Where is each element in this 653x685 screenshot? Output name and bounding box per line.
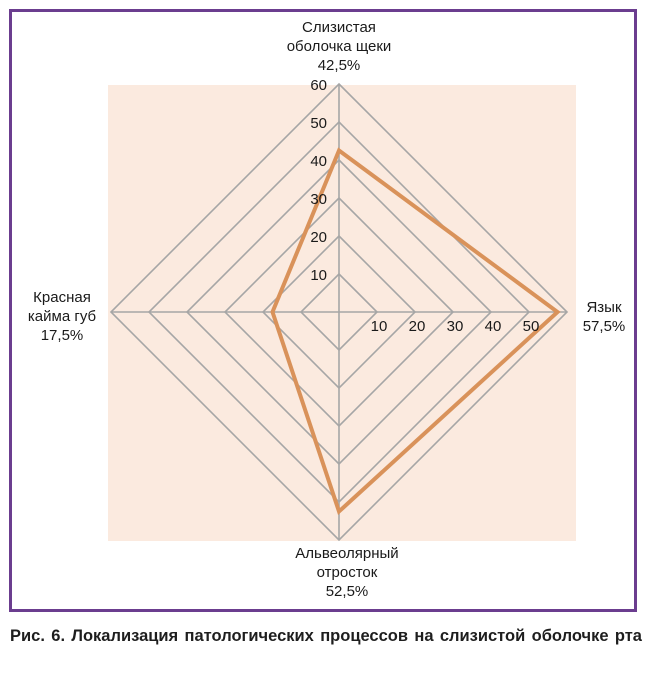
tick-label-horizontal: 20 bbox=[409, 318, 426, 335]
tick-label-vertical: 60 bbox=[310, 77, 327, 94]
tick-label-vertical: 10 bbox=[310, 267, 327, 284]
axis-label-line: кайма губ bbox=[28, 308, 96, 325]
axis-label-line: 17,5% bbox=[41, 327, 84, 344]
tick-label-horizontal: 10 bbox=[371, 318, 388, 335]
radar-ticks: 10 20 30 40 50 60 10 20 30 40 50 bbox=[310, 77, 539, 335]
axis-label-line: 57,5% bbox=[583, 318, 626, 335]
axis-label: Слизистая оболочка щеки 42,5% bbox=[287, 19, 392, 74]
axis-label-line: Язык bbox=[586, 299, 621, 316]
axis-labels: Слизистая оболочка щеки 42,5% Язык 57,5% Альв… bbox=[28, 19, 625, 600]
series-line bbox=[270, 147, 561, 516]
axis-label-line: отросток bbox=[317, 564, 378, 581]
radar-grid bbox=[109, 82, 569, 542]
axis-label: Альвеолярный отросток 52,5% bbox=[295, 545, 398, 600]
tick-label-vertical: 40 bbox=[310, 153, 327, 170]
tick-label-horizontal: 40 bbox=[485, 318, 502, 335]
plot-background bbox=[108, 85, 576, 541]
figure-caption: Рис. 6. Локализация патологических проце… bbox=[10, 627, 642, 645]
figure-frame bbox=[9, 9, 637, 612]
tick-label-vertical: 30 bbox=[310, 191, 327, 208]
tick-label-horizontal: 30 bbox=[447, 318, 464, 335]
tick-label-horizontal: 50 bbox=[523, 318, 540, 335]
tick-label-vertical: 50 bbox=[310, 115, 327, 132]
axis-label-line: 52,5% bbox=[326, 583, 369, 600]
radar-chart: 10 20 30 40 50 60 10 20 30 40 50 Слизистая оболочка… bbox=[28, 19, 625, 600]
tick-label-vertical: 20 bbox=[310, 229, 327, 246]
axis-label-line: Красная bbox=[33, 289, 91, 306]
axis-label: Красная кайма губ 17,5% bbox=[28, 289, 96, 344]
axis-label-line: Альвеолярный bbox=[295, 545, 398, 562]
axis-label-line: Слизистая bbox=[302, 19, 376, 36]
radar-series bbox=[270, 147, 561, 516]
axis-label: Язык 57,5% bbox=[583, 299, 626, 335]
axis-label-line: 42,5% bbox=[318, 57, 361, 74]
axis-label-line: оболочка щеки bbox=[287, 38, 392, 55]
